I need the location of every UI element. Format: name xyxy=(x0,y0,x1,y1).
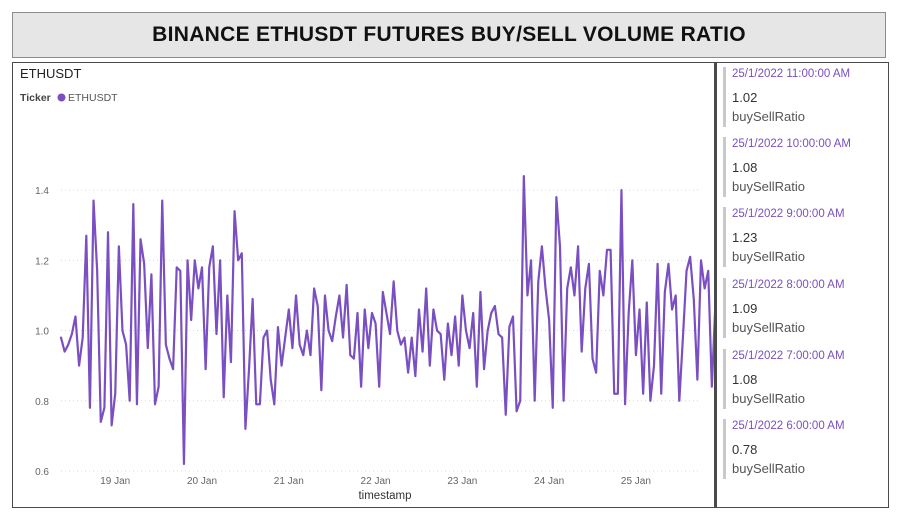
card-timestamp: 25/1/2022 9:00:00 AM xyxy=(732,208,845,220)
latest-values-panel: 25/1/2022 11:00:00 AM 1.02 buySellRatio … xyxy=(715,62,889,508)
x-tick-label: 20 Jan xyxy=(187,476,217,487)
card-value: 1.02 xyxy=(732,90,758,105)
dashboard-title-bar: BINANCE ETHUSDT FUTURES BUY/SELL VOLUME … xyxy=(12,12,886,58)
chart-panel[interactable]: ETHUSDT Ticker ETHUSDT 0.6 0.8 1.0 1.2 1.4 19 Ja… xyxy=(12,62,768,508)
card-timestamp: 25/1/2022 8:00:00 AM xyxy=(732,279,845,291)
card-value: 1.08 xyxy=(732,372,758,387)
card-label: buySellRatio xyxy=(732,461,805,476)
value-card[interactable]: 25/1/2022 9:00:00 AM 1.23 buySellRatio xyxy=(723,207,875,267)
y-tick-label: 1.4 xyxy=(35,186,49,197)
panel-divider xyxy=(715,63,717,507)
card-value: 0.78 xyxy=(732,442,758,457)
card-timestamp: 25/1/2022 6:00:00 AM xyxy=(732,420,845,432)
y-tick-label: 0.6 xyxy=(35,467,49,478)
y-tick-label: 1.0 xyxy=(35,327,49,338)
value-card[interactable]: 25/1/2022 6:00:00 AM 0.78 buySellRatio xyxy=(723,419,875,479)
value-card[interactable]: 25/1/2022 10:00:00 AM 1.08 buySellRatio xyxy=(723,137,875,197)
x-tick-label: 25 Jan xyxy=(621,476,651,487)
chart-title: ETHUSDT xyxy=(20,66,81,81)
legend-entry: ETHUSDT xyxy=(68,92,118,104)
legend-title: Ticker xyxy=(20,92,51,104)
value-card[interactable]: 25/1/2022 8:00:00 AM 1.09 buySellRatio xyxy=(723,278,875,338)
card-timestamp: 25/1/2022 11:00:00 AM xyxy=(732,68,851,80)
card-label: buySellRatio xyxy=(732,109,805,124)
x-tick-label: 23 Jan xyxy=(447,476,477,487)
card-label: buySellRatio xyxy=(732,320,805,335)
x-tick-label: 19 Jan xyxy=(100,476,130,487)
card-value: 1.08 xyxy=(732,160,758,175)
card-timestamp: 25/1/2022 7:00:00 AM xyxy=(732,350,845,362)
legend-marker xyxy=(57,93,66,102)
dashboard-title: BINANCE ETHUSDT FUTURES BUY/SELL VOLUME … xyxy=(152,23,746,46)
value-card[interactable]: 25/1/2022 7:00:00 AM 1.08 buySellRatio xyxy=(723,349,875,409)
card-label: buySellRatio xyxy=(732,249,805,264)
y-tick-label: 1.2 xyxy=(35,256,49,267)
card-value: 1.09 xyxy=(732,301,758,316)
y-tick-label: 0.8 xyxy=(35,397,49,408)
x-tick-label: 21 Jan xyxy=(274,476,304,487)
x-tick-label: 22 Jan xyxy=(361,476,391,487)
card-label: buySellRatio xyxy=(732,391,805,406)
card-timestamp: 25/1/2022 10:00:00 AM xyxy=(732,138,851,150)
x-tick-label: 24 Jan xyxy=(534,476,564,487)
card-value: 1.23 xyxy=(732,230,758,245)
line-chart[interactable]: ETHUSDT Ticker ETHUSDT 0.6 0.8 1.0 1.2 1.4 19 Ja… xyxy=(13,63,768,507)
series-line-ethusdt xyxy=(59,174,768,466)
card-label: buySellRatio xyxy=(732,179,805,194)
value-card[interactable]: 25/1/2022 11:00:00 AM 1.02 buySellRatio xyxy=(723,67,875,127)
x-axis-label: timestamp xyxy=(358,490,411,502)
